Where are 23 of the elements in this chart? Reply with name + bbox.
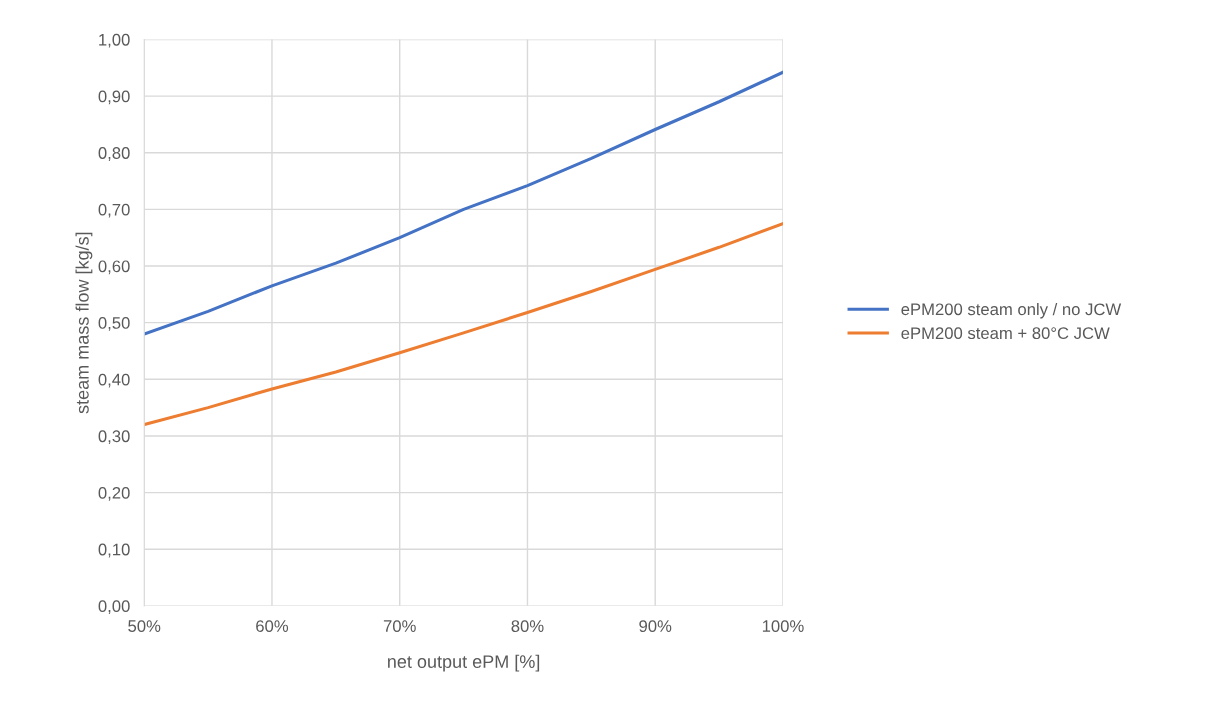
y-tick-label: 0,00 [98, 600, 130, 615]
x-tick-label: 100% [762, 620, 804, 632]
line-series [144, 70, 783, 336]
y-tick-label: 0,80 [98, 147, 130, 161]
x-tick-label: 70% [383, 620, 416, 632]
x-tick-label: 90% [639, 620, 672, 632]
x-axis-title: net output ePM [%] [388, 654, 540, 672]
y-axis-title: steam mass flow [kg/s] [75, 232, 93, 414]
y-tick-label: 0,40 [98, 373, 130, 388]
y-tick-label: 0,30 [98, 430, 130, 445]
x-tick-label: 50% [128, 620, 161, 632]
y-tick-label: 0,90 [98, 90, 130, 105]
y-tick-label: 0,10 [98, 543, 130, 558]
y-tick-label: 0,60 [98, 260, 130, 275]
line-series [144, 221, 783, 427]
y-tick-label: 1,00 [99, 33, 130, 48]
y-tick-label: 0,50 [98, 317, 130, 331]
y-tick-label: 0,70 [98, 203, 130, 218]
x-tick-label: 60% [256, 620, 289, 632]
legend-label: ePM200 steam only / no JCW [901, 302, 1122, 319]
x-tick-label: 80% [511, 620, 544, 632]
y-tick-label: 0,20 [98, 486, 130, 501]
legend-label: ePM200 steam + 80°C JCW [901, 327, 1110, 340]
